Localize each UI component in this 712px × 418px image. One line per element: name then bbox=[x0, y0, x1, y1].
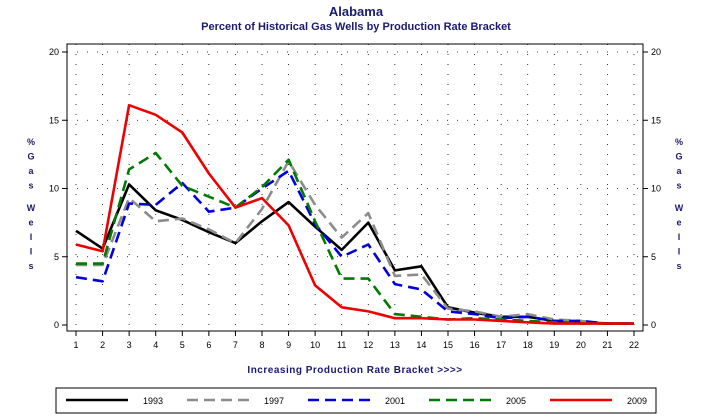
y-axis-label-char: a bbox=[676, 166, 682, 176]
series-line-1993 bbox=[75, 183, 634, 325]
x-tick-label: 3 bbox=[127, 340, 132, 350]
y-axis-label-char: s bbox=[676, 261, 681, 271]
x-tick-label: 6 bbox=[206, 340, 211, 350]
plot-frame bbox=[66, 43, 644, 332]
y-tick-label-left: 15 bbox=[49, 115, 59, 125]
legend: 1993 1997 2001 2005 2009 bbox=[66, 396, 647, 406]
y-tick-label-right: 15 bbox=[651, 115, 661, 125]
x-tick-label: 7 bbox=[233, 340, 238, 350]
axis-layer: 1 2 3 4 5 6 7 8 9 10 11 12 13 14 15 16 17 18 19 20 21 220 05 51… bbox=[49, 47, 661, 350]
y-tick-label-left: 20 bbox=[49, 47, 59, 57]
y-axis-label-char: % bbox=[27, 137, 35, 147]
y-tick-label-right: 0 bbox=[651, 320, 656, 330]
x-tick-label: 22 bbox=[629, 340, 639, 350]
x-tick-label: 15 bbox=[443, 340, 453, 350]
x-axis-label: Increasing Production Rate Bracket >>>> bbox=[247, 365, 462, 376]
x-tick-label: 13 bbox=[390, 340, 400, 350]
y-axis-label-char: s bbox=[28, 181, 33, 191]
y-tick-label-left: 10 bbox=[49, 184, 59, 194]
y-tick-label-right: 20 bbox=[651, 47, 661, 57]
x-tick-label: 14 bbox=[416, 340, 426, 350]
y-axis-label-char: G bbox=[675, 152, 682, 162]
y-axis-label-char: s bbox=[676, 181, 681, 191]
x-tick-label: 17 bbox=[496, 340, 506, 350]
grid-layer bbox=[67, 44, 643, 331]
series-line-2001 bbox=[75, 169, 634, 325]
y-axis-label-char: l bbox=[678, 232, 681, 242]
legend-label-1993: 1993 bbox=[143, 396, 163, 406]
x-tick-label: 11 bbox=[337, 340, 346, 350]
y-axis-label-char: l bbox=[30, 232, 33, 242]
y-tick-label-right: 10 bbox=[651, 184, 661, 194]
series-line-1997 bbox=[76, 159, 634, 325]
x-tick-label: 19 bbox=[549, 340, 559, 350]
y-tick-label-left: 5 bbox=[54, 252, 59, 262]
series-line-2005 bbox=[76, 151, 634, 325]
legend-label-2001: 2001 bbox=[385, 396, 405, 406]
legend-label-2009: 2009 bbox=[627, 396, 647, 406]
y-axis-label-char: a bbox=[28, 166, 34, 176]
x-tick-label: 4 bbox=[153, 340, 158, 350]
y-tick-label-left: 0 bbox=[54, 320, 59, 330]
y-axis-label-char: W bbox=[675, 203, 684, 213]
y-axis-label-char: % bbox=[675, 137, 683, 147]
y-axis-label-char: s bbox=[28, 261, 33, 271]
x-tick-label: 2 bbox=[100, 340, 105, 350]
y-tick-label-right: 5 bbox=[651, 252, 656, 262]
chart-subtitle: Percent of Historical Gas Wells by Produ… bbox=[201, 21, 511, 33]
x-tick-label: 20 bbox=[576, 340, 586, 350]
y-axis-label-char: e bbox=[28, 218, 33, 228]
x-tick-label: 9 bbox=[286, 340, 291, 350]
x-tick-label: 5 bbox=[180, 340, 185, 350]
x-tick-label: 10 bbox=[310, 340, 320, 350]
legend-label-1997: 1997 bbox=[264, 396, 284, 406]
series-layer bbox=[75, 103, 634, 325]
x-tick-label: 12 bbox=[363, 340, 373, 350]
series-line-2009 bbox=[75, 103, 634, 325]
legend-label-2005: 2005 bbox=[506, 396, 526, 406]
x-tick-label: 8 bbox=[259, 340, 264, 350]
y-axis-label-char: W bbox=[27, 203, 36, 213]
chart-title: Alabama bbox=[329, 4, 384, 19]
x-tick-label: 18 bbox=[523, 340, 533, 350]
x-tick-label: 16 bbox=[470, 340, 480, 350]
x-tick-label: 1 bbox=[73, 340, 78, 350]
y-axis-label-char: G bbox=[27, 152, 34, 162]
y-axis-label-char: e bbox=[676, 218, 681, 228]
legend-box bbox=[55, 387, 657, 414]
x-tick-label: 21 bbox=[602, 340, 612, 350]
y-axis-label-char: l bbox=[678, 247, 681, 257]
y-axis-label-char: l bbox=[30, 247, 33, 257]
